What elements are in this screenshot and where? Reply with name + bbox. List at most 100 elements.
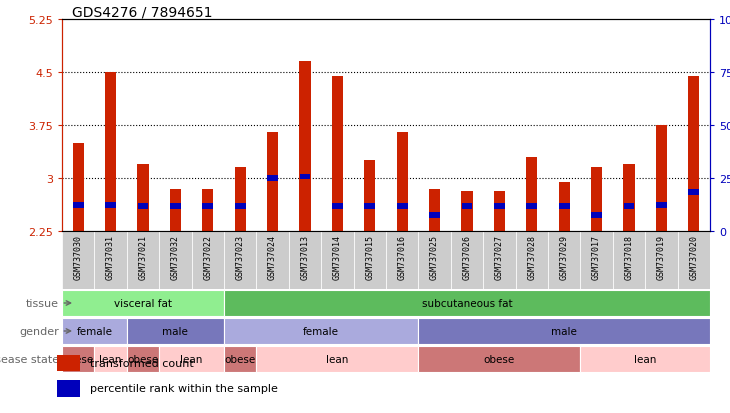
Text: lean: lean bbox=[326, 354, 349, 364]
Bar bbox=[224, 318, 418, 344]
Text: GSM737023: GSM737023 bbox=[236, 234, 245, 279]
Bar bbox=[364, 204, 375, 209]
Text: GSM737025: GSM737025 bbox=[430, 234, 439, 279]
Bar bbox=[612, 231, 645, 289]
Bar bbox=[72, 143, 84, 231]
Bar bbox=[656, 126, 667, 231]
Bar bbox=[202, 204, 213, 209]
Bar bbox=[548, 231, 580, 289]
Text: visceral fat: visceral fat bbox=[114, 298, 172, 308]
Text: GSM737027: GSM737027 bbox=[495, 234, 504, 279]
Text: percentile rank within the sample: percentile rank within the sample bbox=[90, 384, 277, 394]
Bar bbox=[62, 290, 224, 317]
Text: lean: lean bbox=[634, 354, 656, 364]
Text: female: female bbox=[77, 326, 112, 336]
Bar bbox=[526, 204, 537, 209]
Text: GSM737032: GSM737032 bbox=[171, 234, 180, 279]
Bar bbox=[235, 204, 245, 209]
Text: GSM737022: GSM737022 bbox=[203, 234, 212, 279]
Text: male: male bbox=[551, 326, 577, 336]
Text: disease state: disease state bbox=[0, 354, 58, 364]
Bar bbox=[105, 73, 116, 231]
Text: GSM737024: GSM737024 bbox=[268, 234, 277, 279]
Bar bbox=[224, 231, 256, 289]
Bar bbox=[483, 231, 515, 289]
Bar bbox=[558, 204, 569, 209]
Bar bbox=[256, 231, 289, 289]
Text: GSM737018: GSM737018 bbox=[624, 234, 634, 279]
Bar bbox=[62, 318, 127, 344]
Bar bbox=[321, 231, 353, 289]
Text: GSM737028: GSM737028 bbox=[527, 234, 537, 279]
Text: GSM737019: GSM737019 bbox=[657, 234, 666, 279]
Bar bbox=[62, 231, 94, 289]
Text: GSM737015: GSM737015 bbox=[365, 234, 374, 279]
Bar bbox=[688, 190, 699, 195]
Bar bbox=[267, 176, 278, 181]
Text: obese: obese bbox=[484, 354, 515, 364]
Bar bbox=[526, 157, 537, 231]
Bar bbox=[332, 204, 343, 209]
Text: GSM737016: GSM737016 bbox=[398, 234, 407, 279]
Text: transformed count: transformed count bbox=[90, 358, 193, 368]
Bar bbox=[461, 191, 472, 231]
Bar bbox=[623, 164, 634, 231]
Bar bbox=[429, 189, 440, 231]
Bar bbox=[580, 346, 710, 373]
Text: GSM737021: GSM737021 bbox=[139, 234, 147, 279]
Bar bbox=[396, 133, 408, 231]
Text: GSM737014: GSM737014 bbox=[333, 234, 342, 279]
Text: male: male bbox=[163, 326, 188, 336]
Bar bbox=[623, 204, 634, 209]
Bar bbox=[289, 231, 321, 289]
Bar bbox=[170, 204, 181, 209]
Bar bbox=[656, 202, 666, 208]
Text: lean: lean bbox=[180, 354, 203, 364]
Text: obese: obese bbox=[225, 354, 256, 364]
Bar bbox=[299, 62, 311, 231]
Bar bbox=[57, 355, 80, 371]
Bar bbox=[73, 202, 84, 208]
Bar bbox=[267, 133, 278, 231]
Bar bbox=[493, 191, 505, 231]
Bar bbox=[127, 318, 224, 344]
Text: GSM737031: GSM737031 bbox=[106, 234, 115, 279]
Bar bbox=[645, 231, 677, 289]
Bar bbox=[429, 212, 440, 218]
Bar bbox=[461, 204, 472, 209]
Bar bbox=[299, 174, 310, 180]
Bar bbox=[62, 346, 94, 373]
Bar bbox=[159, 231, 191, 289]
Bar bbox=[137, 164, 149, 231]
Text: GSM737017: GSM737017 bbox=[592, 234, 601, 279]
Text: GDS4276 / 7894651: GDS4276 / 7894651 bbox=[72, 5, 212, 19]
Bar bbox=[127, 346, 159, 373]
Bar bbox=[138, 204, 148, 209]
Bar bbox=[418, 318, 710, 344]
Bar bbox=[94, 231, 127, 289]
Bar bbox=[256, 346, 418, 373]
Bar bbox=[677, 231, 710, 289]
Bar bbox=[580, 231, 612, 289]
Bar bbox=[191, 231, 224, 289]
Text: lean: lean bbox=[99, 354, 122, 364]
Text: GSM737026: GSM737026 bbox=[463, 234, 472, 279]
Text: GSM737013: GSM737013 bbox=[301, 234, 310, 279]
Text: female: female bbox=[303, 326, 339, 336]
Bar bbox=[688, 76, 699, 231]
Text: GSM737030: GSM737030 bbox=[74, 234, 82, 279]
Bar bbox=[558, 182, 570, 231]
Bar bbox=[202, 189, 213, 231]
Text: GSM737020: GSM737020 bbox=[689, 234, 699, 279]
Bar bbox=[494, 204, 504, 209]
Bar bbox=[159, 346, 224, 373]
Bar bbox=[353, 231, 386, 289]
Bar bbox=[591, 212, 602, 218]
Bar bbox=[127, 231, 159, 289]
Bar bbox=[57, 380, 80, 396]
Bar bbox=[224, 346, 256, 373]
Bar bbox=[234, 168, 246, 231]
Bar bbox=[386, 231, 418, 289]
Text: obese: obese bbox=[63, 354, 94, 364]
Bar bbox=[515, 231, 548, 289]
